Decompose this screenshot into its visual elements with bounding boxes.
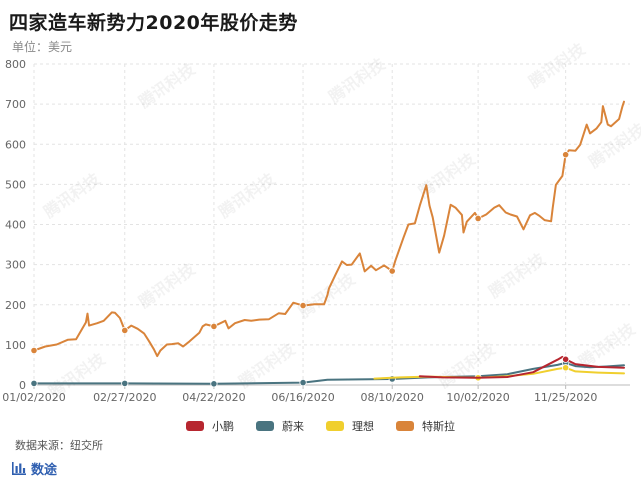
y-tick-label: 700 bbox=[5, 98, 26, 111]
series-point-1 bbox=[30, 379, 38, 387]
x-tick-label: 06/16/2020 bbox=[271, 391, 334, 404]
legend-swatch-tesla bbox=[396, 421, 414, 431]
y-tick-label: 100 bbox=[5, 339, 26, 352]
brand-name: 数途 bbox=[31, 463, 58, 478]
legend-item-nio[interactable]: 蔚来 bbox=[256, 418, 304, 434]
series-point-0 bbox=[388, 267, 396, 275]
chart-legend: 小鹏 蔚来 理想 特斯拉 bbox=[0, 418, 641, 434]
series-point-0 bbox=[121, 326, 129, 335]
data-source-note: 数据来源：纽交所 bbox=[15, 439, 103, 452]
watermark-text: 腾讯科技 bbox=[435, 339, 499, 392]
series-line-3 bbox=[418, 355, 625, 379]
line-chart: 0 100 200 300 400 500 600 700 800 01/02/2020 02/27… bbox=[2, 39, 641, 404]
x-tick-label: 11/25/2020 bbox=[534, 391, 597, 404]
series-point-1 bbox=[299, 378, 307, 387]
y-tick-label: 400 bbox=[5, 219, 26, 232]
y-tick-label: 600 bbox=[5, 138, 26, 151]
watermark-text: 腾讯科技 bbox=[415, 149, 479, 202]
legend-item-li-auto[interactable]: 理想 bbox=[326, 418, 374, 434]
series-line-0 bbox=[33, 100, 625, 358]
series-point-1 bbox=[210, 380, 218, 388]
series-line-2 bbox=[373, 366, 625, 380]
watermark-text: 腾讯科技 bbox=[40, 169, 104, 222]
x-tick-label: 02/27/2020 bbox=[93, 391, 156, 404]
series-point-0 bbox=[210, 322, 218, 331]
y-tick-label: 0 bbox=[19, 379, 26, 392]
legend-label-nio: 蔚来 bbox=[282, 420, 304, 433]
series-point-2 bbox=[562, 364, 570, 372]
x-tick-label: 04/22/2020 bbox=[182, 391, 245, 404]
series-point-3 bbox=[562, 355, 570, 363]
watermark-text: 腾讯科技 bbox=[585, 119, 641, 172]
brand-mark[interactable]: 数途 bbox=[12, 459, 57, 478]
legend-swatch-nio bbox=[256, 421, 274, 431]
series-point-0 bbox=[299, 301, 307, 310]
y-tick-label: 300 bbox=[5, 259, 26, 272]
watermark-text: 腾讯科技 bbox=[325, 54, 389, 107]
watermark-text: 腾讯科技 bbox=[215, 169, 279, 222]
legend-swatch-li-auto bbox=[326, 421, 344, 431]
legend-swatch-xiaopeng bbox=[186, 421, 204, 431]
y-tick-label: 200 bbox=[5, 299, 26, 312]
watermark-text: 腾讯科技 bbox=[525, 39, 589, 92]
x-tick-label: 10/02/2020 bbox=[446, 391, 509, 404]
watermark-text: 腾讯科技 bbox=[135, 259, 199, 312]
chart-subtitle: 单位：美元 bbox=[12, 40, 73, 54]
legend-item-tesla[interactable]: 特斯拉 bbox=[396, 418, 455, 434]
legend-label-tesla: 特斯拉 bbox=[422, 420, 455, 433]
legend-item-xiaopeng[interactable]: 小鹏 bbox=[186, 418, 234, 434]
watermark-text: 腾讯科技 bbox=[485, 249, 549, 302]
legend-label-xiaopeng: 小鹏 bbox=[212, 420, 234, 433]
chart-title: 四家造车新势力2020年股价走势 bbox=[9, 12, 298, 34]
series-point-0 bbox=[30, 346, 38, 355]
x-tick-label: 08/10/2020 bbox=[361, 391, 424, 404]
legend-label-li-auto: 理想 bbox=[352, 420, 374, 433]
series-point-0 bbox=[562, 151, 570, 159]
y-tick-label: 800 bbox=[5, 58, 26, 71]
series-point-1 bbox=[121, 379, 129, 387]
series-point-0 bbox=[474, 214, 482, 223]
x-tick-label: 01/02/2020 bbox=[2, 391, 65, 404]
bar-chart-icon bbox=[12, 462, 26, 475]
y-tick-label: 500 bbox=[5, 178, 26, 191]
